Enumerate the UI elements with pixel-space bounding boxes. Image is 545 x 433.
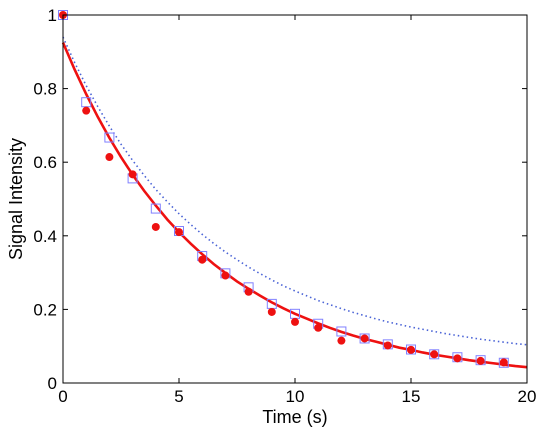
- data-markers: [58, 10, 509, 368]
- circle-marker: [198, 255, 207, 264]
- circle-marker: [360, 334, 369, 343]
- dotted-fit-line: [62, 36, 528, 346]
- y-tick-label: 0: [48, 374, 57, 393]
- x-tick-label: 15: [402, 387, 421, 406]
- y-tick-label: 0.4: [33, 227, 57, 246]
- circle-marker: [337, 336, 346, 345]
- y-axis-label: Signal Intensity: [6, 138, 26, 260]
- circle-marker: [151, 222, 160, 231]
- x-tick-label: 10: [286, 387, 305, 406]
- square-marker: [429, 349, 440, 360]
- square-marker: [359, 333, 370, 344]
- x-axis-label: Time (s): [262, 407, 327, 427]
- solid-fit-line: [61, 42, 528, 369]
- square-marker: [406, 344, 416, 355]
- square-marker: [336, 326, 347, 337]
- tick-labels: 0 5 10 15 20 0 0.2 0.4 0.6 0.8 1: [33, 6, 536, 406]
- circle-marker: [291, 317, 299, 326]
- plot-area: [63, 15, 527, 383]
- fit-curves: [61, 36, 528, 369]
- x-tick-label: 5: [174, 387, 183, 406]
- circle-marker: [128, 170, 137, 179]
- y-tick-label: 0.2: [33, 300, 57, 319]
- y-tick-label: 0.6: [33, 153, 57, 172]
- circle-marker: [407, 345, 415, 354]
- circle-marker: [430, 350, 439, 359]
- circle-marker: [82, 106, 91, 115]
- circle-marker: [105, 153, 114, 162]
- y-tick-label: 1: [48, 6, 57, 25]
- circle-marker: [221, 271, 230, 280]
- square-marker: [104, 132, 115, 143]
- square-marker: [498, 357, 509, 368]
- circle-marker: [267, 307, 276, 316]
- circle-marker: [383, 341, 392, 350]
- circle-marker: [453, 354, 462, 363]
- circle-marker: [499, 358, 508, 367]
- circle-marker: [244, 287, 253, 296]
- circle-marker: [314, 323, 323, 332]
- x-tick-label: 20: [518, 387, 537, 406]
- circle-marker: [175, 228, 183, 237]
- circle-marker: [476, 356, 485, 365]
- x-tick-label: 0: [58, 387, 67, 406]
- y-tick-label: 0.8: [33, 80, 57, 99]
- axis-ticks: [62, 14, 528, 384]
- square-marker: [150, 203, 161, 214]
